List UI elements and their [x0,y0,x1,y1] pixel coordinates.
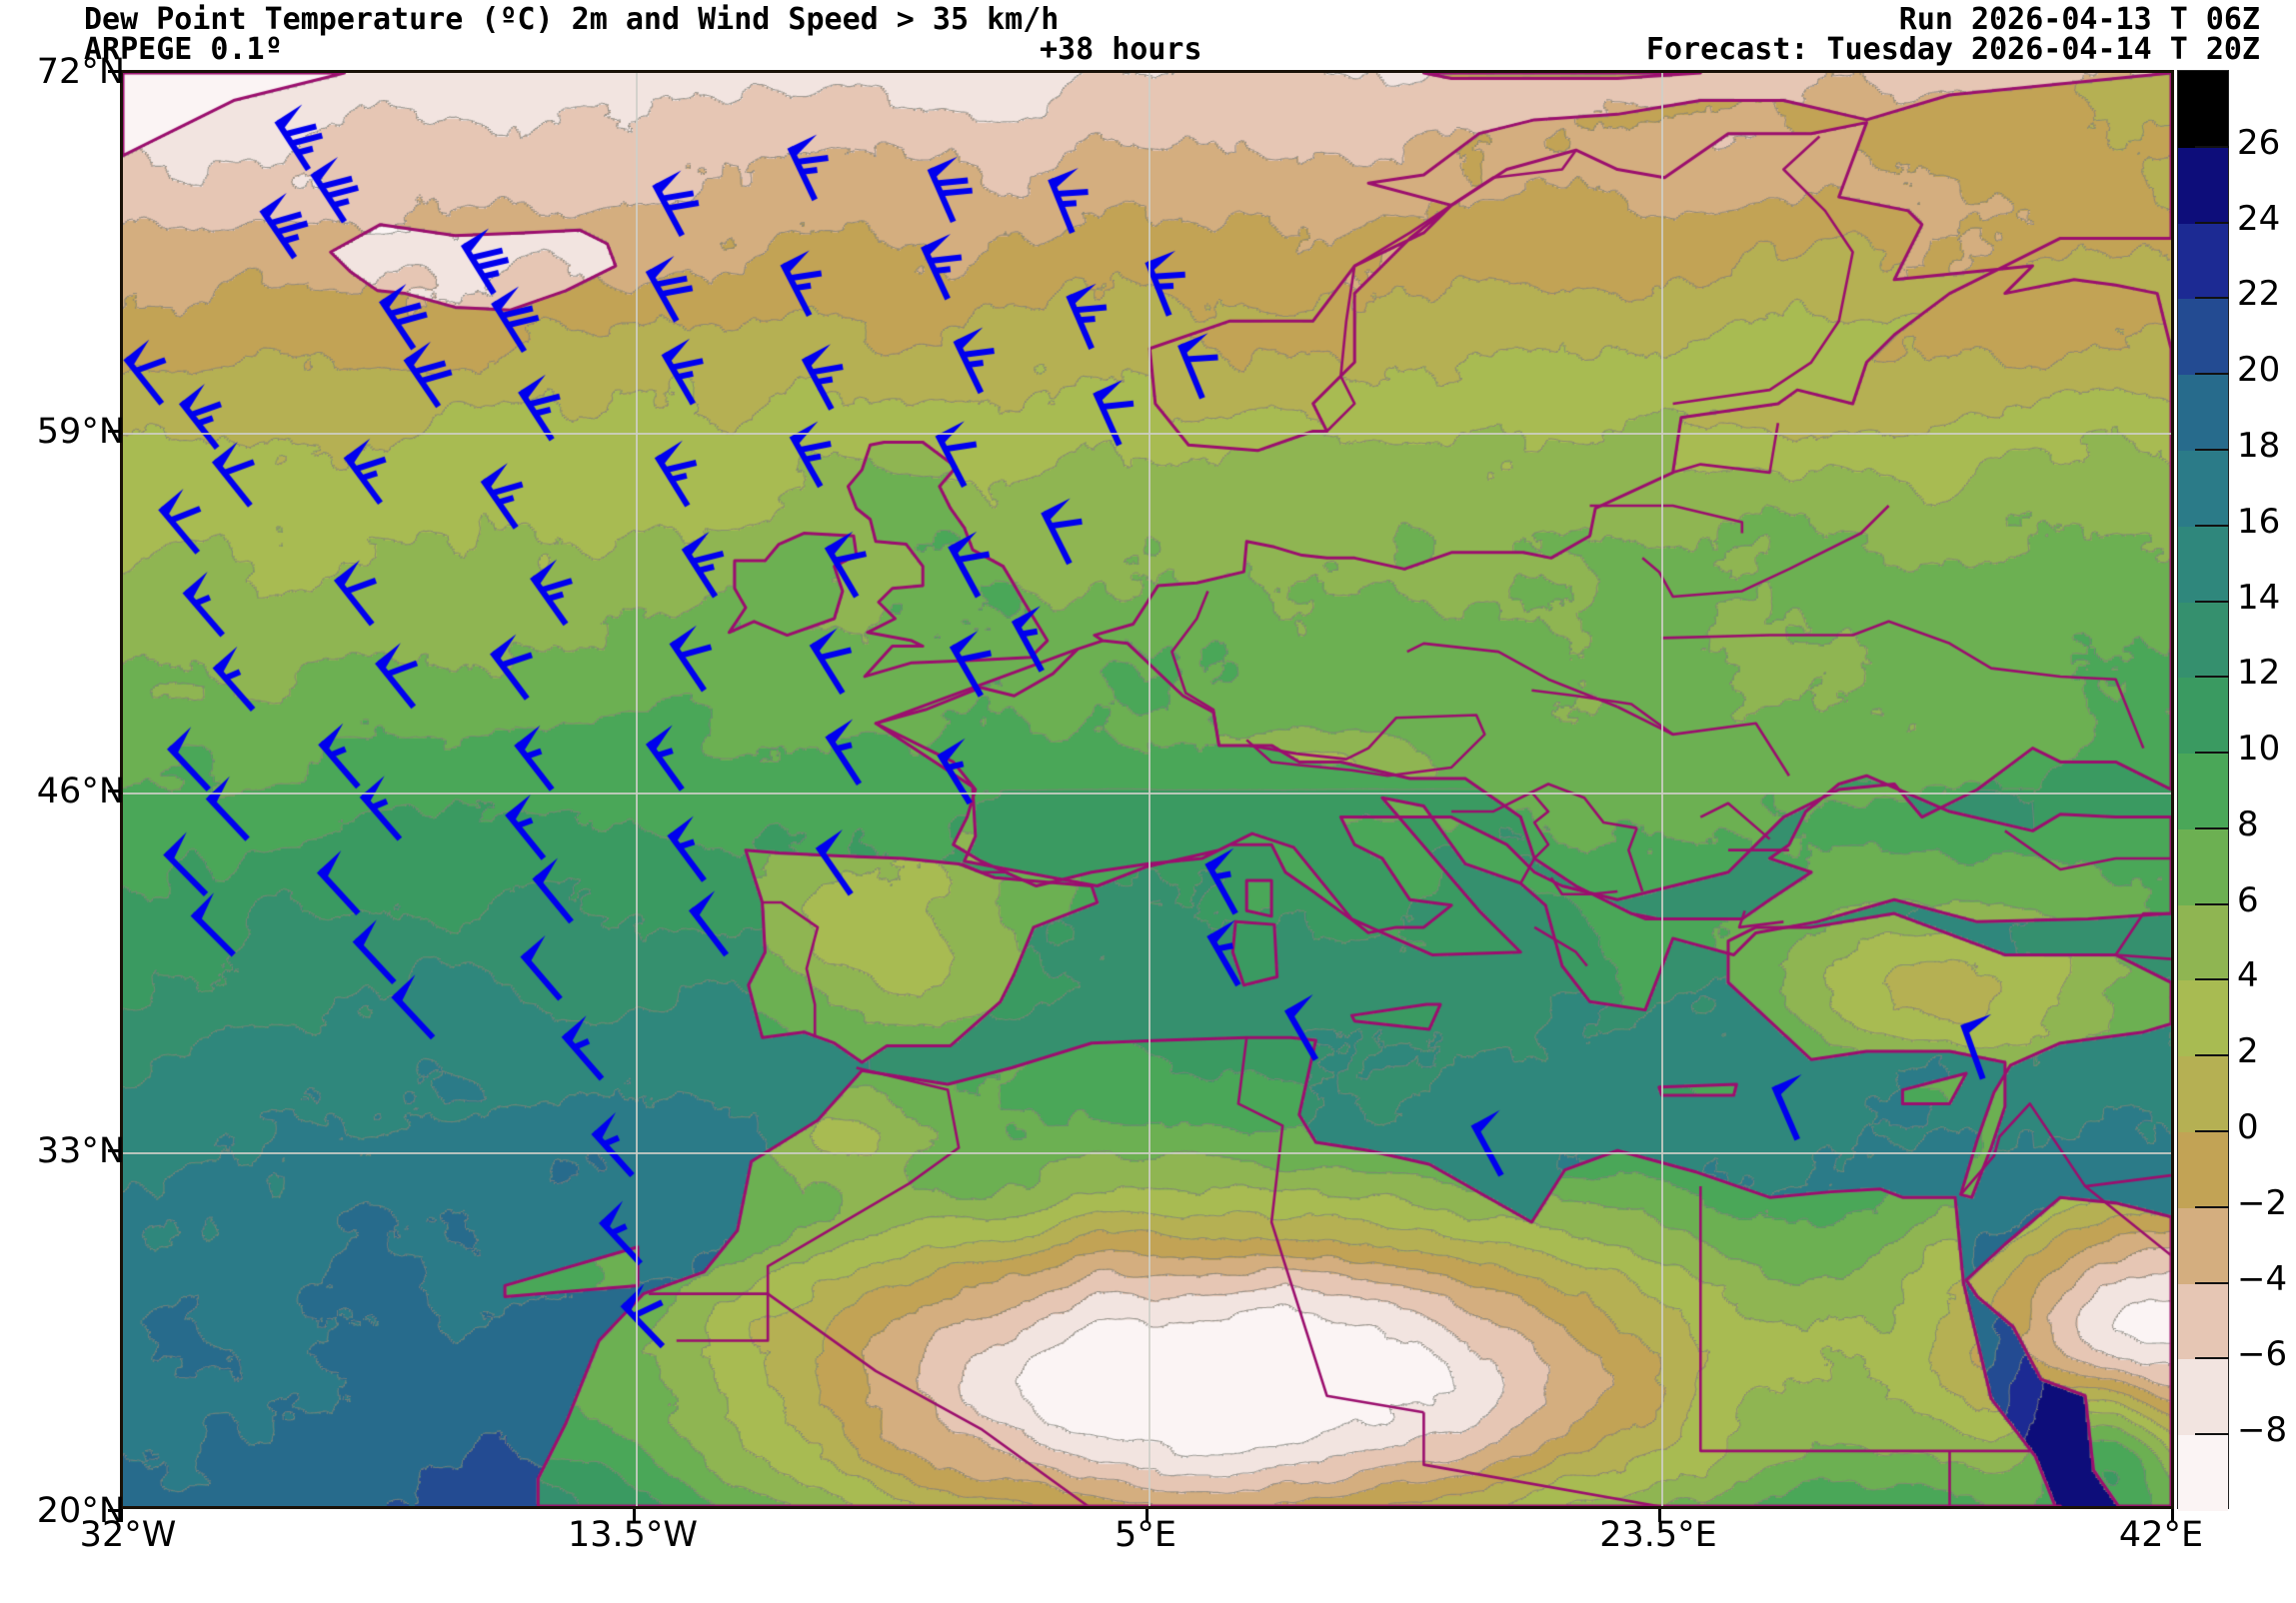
colorbar [2177,70,2229,1511]
colorbar-tick [2195,373,2229,376]
ytick-mark-72n [108,70,121,73]
colorbar-segment [2178,1282,2228,1360]
colorbar-segment [2178,71,2228,148]
colorbar-tick [2195,1054,2229,1057]
header-row-bottom: ARPEGE 0.1º +38 hours Forecast: Tuesday … [0,32,2296,67]
colorbar-segment [2178,1131,2228,1208]
xtick-mark-32w [120,1509,123,1522]
xtick-mark-13-5w [633,1509,636,1522]
colorbar-tick [2195,1205,2229,1208]
colorbar-tick-label: 2 [2237,1031,2259,1072]
colorbar-tick-label: 8 [2237,803,2259,844]
figure-header: Dew Point Temperature (ºC) 2m and Wind S… [0,0,2296,68]
colorbar-tick-label: 18 [2237,425,2281,466]
xtick-mark-23-5e [1658,1509,1661,1522]
colorbar-segment [2178,525,2228,603]
xtick-label-13-5w: 13.5°W [567,1515,699,1555]
colorbar-tick-label: 16 [2237,501,2281,542]
colorbar-tick-label: 10 [2237,729,2281,770]
colorbar-tick [2195,1357,2229,1360]
colorbar-tick-label: 4 [2237,955,2259,996]
colorbar-segment [2178,222,2228,300]
colorbar-segment [2178,827,2228,905]
figure-title: Dew Point Temperature (ºC) 2m and Wind S… [84,2,1060,37]
colorbar-tick-label: −8 [2237,1410,2288,1451]
colorbar-tick [2195,676,2229,679]
header-row-top: Dew Point Temperature (ºC) 2m and Wind S… [0,2,2296,37]
colorbar-tick [2195,1433,2229,1436]
colorbar-segment [2178,1206,2228,1284]
colorbar-tick-label: 22 [2237,274,2281,315]
xtick-label-5e: 5°E [1115,1515,1176,1555]
colorbar-tick-label: −4 [2237,1258,2288,1299]
colorbar-segment [2178,298,2228,376]
colorbar-tick-label: −2 [2237,1182,2288,1223]
colorbar-segment [2178,146,2228,224]
colorbar-tick-label: 26 [2237,122,2281,163]
xtick-label-42e: 42°E [2118,1515,2204,1555]
ytick-mark-46n [108,790,121,793]
model-name-label: ARPEGE 0.1º [84,32,283,67]
colorbar-tick [2195,297,2229,300]
colorbar-tick-label: 24 [2237,198,2281,239]
colorbar-tick-label: −6 [2237,1334,2288,1375]
colorbar-segment [2178,449,2228,527]
lead-time-label: +38 hours [1040,32,1202,67]
colorbar-tick [2195,221,2229,224]
ytick-mark-59n [108,430,121,433]
colorbar-tick [2195,978,2229,981]
colorbar-segment [2178,753,2228,829]
colorbar-tick-label: 20 [2237,350,2281,391]
ytick-mark-33n [108,1149,121,1152]
forecast-valid-label: Forecast: Tuesday 2026-04-14 T 20Z [1645,32,2260,67]
ytick-mark-20n [108,1509,121,1512]
colorbar-tick [2195,600,2229,603]
colorbar-segment [2178,601,2228,679]
colorbar-segment [2178,903,2228,981]
colorbar-tick-label: 14 [2237,577,2281,618]
map-plot-area[interactable] [120,70,2174,1509]
colorbar-segment [2178,1358,2228,1436]
colorbar-segment [2178,1434,2228,1511]
colorbar-segment [2178,677,2228,755]
colorbar-tick-label: 12 [2237,653,2281,694]
colorbar-tick-label: 0 [2237,1107,2259,1148]
xtick-label-23-5e: 23.5°E [1599,1515,1717,1555]
colorbar-tick [2195,524,2229,527]
xtick-mark-42e [2171,1509,2174,1522]
colorbar-tick [2195,145,2229,148]
colorbar-tick-label: 6 [2237,879,2259,920]
xtick-mark-5e [1146,1509,1148,1522]
colorbar-segment [2178,979,2228,1057]
colorbar-tick [2195,902,2229,905]
colorbar-tick [2195,752,2229,755]
colorbar-tick [2195,448,2229,451]
colorbar-segment [2178,374,2228,451]
xtick-label-32w: 32°W [79,1515,177,1555]
model-run-label: Run 2026-04-13 T 06Z [1898,2,2260,37]
colorbar-tick [2195,1130,2229,1133]
colorbar-tick [2195,1281,2229,1284]
dewpoint-heatmap-canvas [123,73,2171,1506]
colorbar-segment [2178,1055,2228,1133]
colorbar-tick [2195,826,2229,829]
